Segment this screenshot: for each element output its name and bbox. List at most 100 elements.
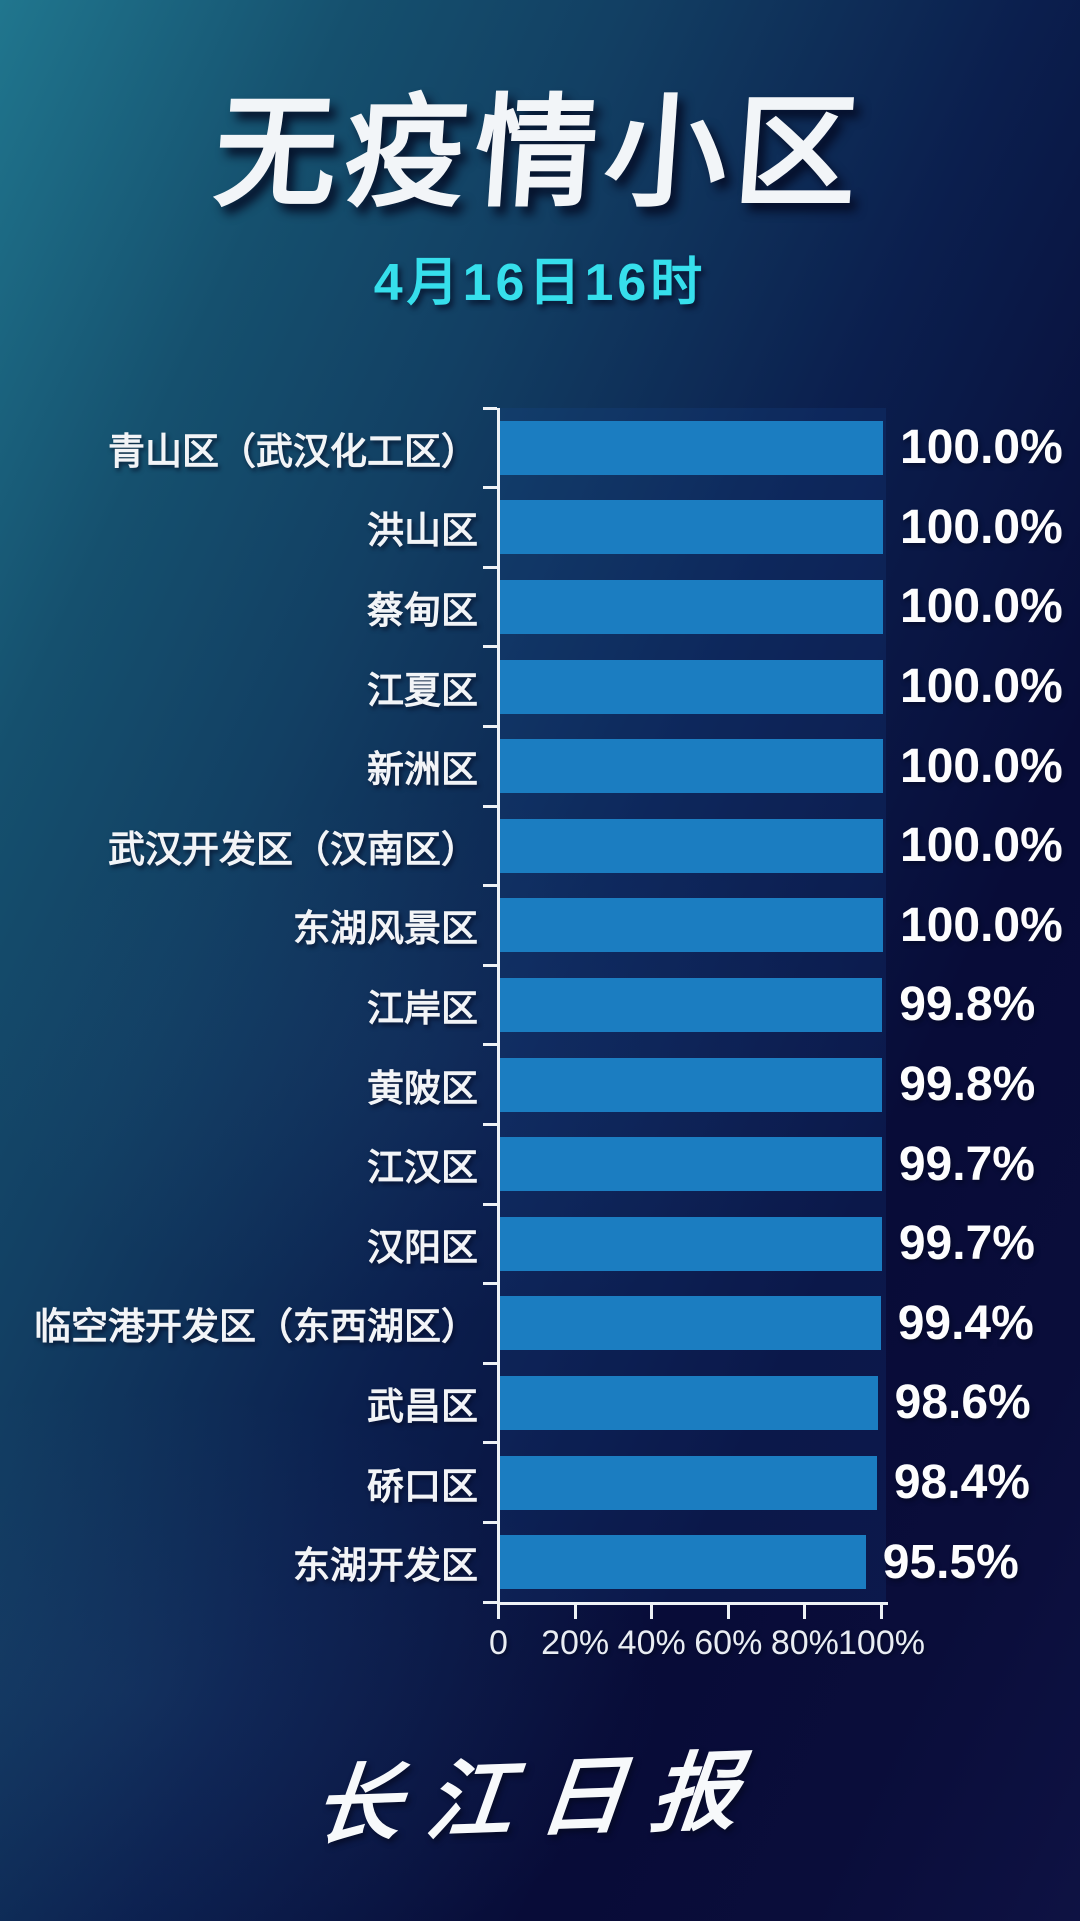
- chart-row: 武汉开发区（汉南区） 100.0%: [0, 806, 1080, 886]
- y-axis-tick: [483, 1520, 497, 1524]
- value-label: 100.0%: [900, 739, 1063, 793]
- y-axis-tick: [483, 724, 497, 728]
- row-plot: 99.8%: [497, 1045, 1080, 1125]
- district-label: 武汉开发区（汉南区）: [108, 828, 478, 870]
- x-axis-tick-label: 20%: [541, 1624, 610, 1662]
- y-axis-tick: [483, 645, 497, 649]
- y-axis-tick: [483, 1202, 497, 1206]
- chart-rows: 青山区（武汉化工区） 100.0% 洪山区 100.0% 蔡甸区 100.0% …: [0, 408, 1080, 1602]
- chart-row: 东湖开发区 95.5%: [0, 1522, 1080, 1602]
- bar: [500, 1535, 866, 1590]
- x-axis-tick-label: 40%: [617, 1624, 686, 1662]
- row-plot: 99.8%: [497, 965, 1080, 1045]
- bar: [500, 1296, 881, 1351]
- district-label: 汉阳区: [367, 1226, 478, 1268]
- y-axis-tick: [483, 565, 497, 569]
- row-plot: 100.0%: [497, 886, 1080, 966]
- bar: [500, 1375, 878, 1430]
- bar: [500, 818, 883, 873]
- header: 无疫情小区 4月16日16时: [0, 0, 1080, 315]
- y-axis-tick: [483, 1361, 497, 1365]
- chart-row: 汉阳区 99.7%: [0, 1204, 1080, 1284]
- district-label: 江夏区: [367, 669, 478, 711]
- district-label: 蔡甸区: [367, 589, 478, 631]
- x-axis-tick-label: 80%: [770, 1624, 839, 1662]
- y-axis-tick: [483, 406, 497, 410]
- chart-row: 新洲区 100.0%: [0, 726, 1080, 806]
- x-axis-tick: [650, 1605, 654, 1619]
- value-label: 100.0%: [900, 898, 1063, 952]
- date-subtitle: 4月16日16时: [373, 254, 707, 313]
- bar-chart: 青山区（武汉化工区） 100.0% 洪山区 100.0% 蔡甸区 100.0% …: [0, 406, 1080, 1678]
- y-axis-tick: [483, 1122, 497, 1126]
- bar: [500, 500, 883, 555]
- x-axis-tick: [497, 1605, 500, 1619]
- y-axis-tick: [483, 804, 497, 808]
- bar: [500, 977, 883, 1032]
- chart-row: 江汉区 99.7%: [0, 1124, 1080, 1204]
- district-label: 新洲区: [367, 749, 478, 791]
- bar: [500, 739, 883, 794]
- row-plot: 100.0%: [497, 488, 1080, 568]
- y-axis-tick: [483, 963, 497, 967]
- y-axis-tick: [483, 1441, 497, 1445]
- bar: [500, 1137, 882, 1192]
- district-label: 江岸区: [367, 987, 478, 1029]
- x-axis-tick-label: 60%: [694, 1624, 763, 1662]
- chart-row: 临空港开发区（东西湖区） 99.4%: [0, 1284, 1080, 1364]
- row-plot: 99.7%: [497, 1124, 1080, 1204]
- y-axis-tick: [483, 1600, 497, 1604]
- value-label: 100.0%: [900, 500, 1063, 554]
- x-axis-tick: [880, 1605, 883, 1619]
- chart-row: 洪山区 100.0%: [0, 488, 1080, 568]
- bar: [500, 1057, 883, 1112]
- chart-row: 江夏区 100.0%: [0, 647, 1080, 727]
- row-plot: 100.0%: [497, 647, 1080, 727]
- district-label: 临空港开发区（东西湖区）: [34, 1306, 478, 1348]
- y-axis-tick: [483, 486, 497, 490]
- bar: [500, 1216, 882, 1271]
- value-label: 99.7%: [898, 1217, 1035, 1271]
- bar: [500, 659, 883, 714]
- chart-row: 东湖风景区 100.0%: [0, 886, 1080, 966]
- x-axis-line: [497, 1602, 888, 1605]
- value-label: 99.8%: [899, 978, 1036, 1032]
- chart-row: 蔡甸区 100.0%: [0, 567, 1080, 647]
- bar: [500, 898, 883, 953]
- value-label: 98.4%: [893, 1456, 1030, 1510]
- x-axis-tick: [726, 1605, 730, 1619]
- y-axis-line: [497, 408, 500, 1605]
- y-axis-tick: [483, 1043, 497, 1047]
- bar: [500, 1455, 877, 1510]
- value-label: 99.7%: [898, 1137, 1035, 1191]
- district-label: 黄陂区: [367, 1067, 478, 1109]
- x-axis-tick-label: 100%: [838, 1624, 925, 1662]
- value-label: 95.5%: [882, 1535, 1019, 1589]
- row-plot: 100.0%: [497, 567, 1080, 647]
- x-axis-tick: [803, 1605, 807, 1619]
- row-plot: 99.4%: [497, 1284, 1080, 1364]
- bar: [500, 579, 883, 634]
- bar: [500, 420, 883, 475]
- district-label: 青山区（武汉化工区）: [108, 430, 478, 472]
- value-label: 100.0%: [900, 421, 1063, 475]
- value-label: 99.8%: [899, 1058, 1036, 1112]
- changjiang-daily-logo: 长江日报: [309, 1743, 770, 1855]
- value-label: 100.0%: [900, 580, 1063, 634]
- district-label: 洪山区: [367, 510, 478, 552]
- district-label: 武昌区: [367, 1385, 478, 1427]
- chart-row: 黄陂区 99.8%: [0, 1045, 1080, 1125]
- row-plot: 99.7%: [497, 1204, 1080, 1284]
- value-label: 100.0%: [900, 819, 1063, 873]
- chart-row: 江岸区 99.8%: [0, 965, 1080, 1045]
- row-plot: 100.0%: [497, 408, 1080, 488]
- row-plot: 100.0%: [497, 726, 1080, 806]
- row-plot: 98.6%: [497, 1363, 1080, 1443]
- district-label: 东湖开发区: [293, 1545, 478, 1587]
- value-label: 100.0%: [900, 660, 1063, 714]
- district-label: 硚口区: [367, 1465, 478, 1507]
- district-label: 江汉区: [367, 1147, 478, 1189]
- x-axis-tick-label: 0: [489, 1624, 508, 1662]
- chart-row: 硚口区 98.4%: [0, 1443, 1080, 1523]
